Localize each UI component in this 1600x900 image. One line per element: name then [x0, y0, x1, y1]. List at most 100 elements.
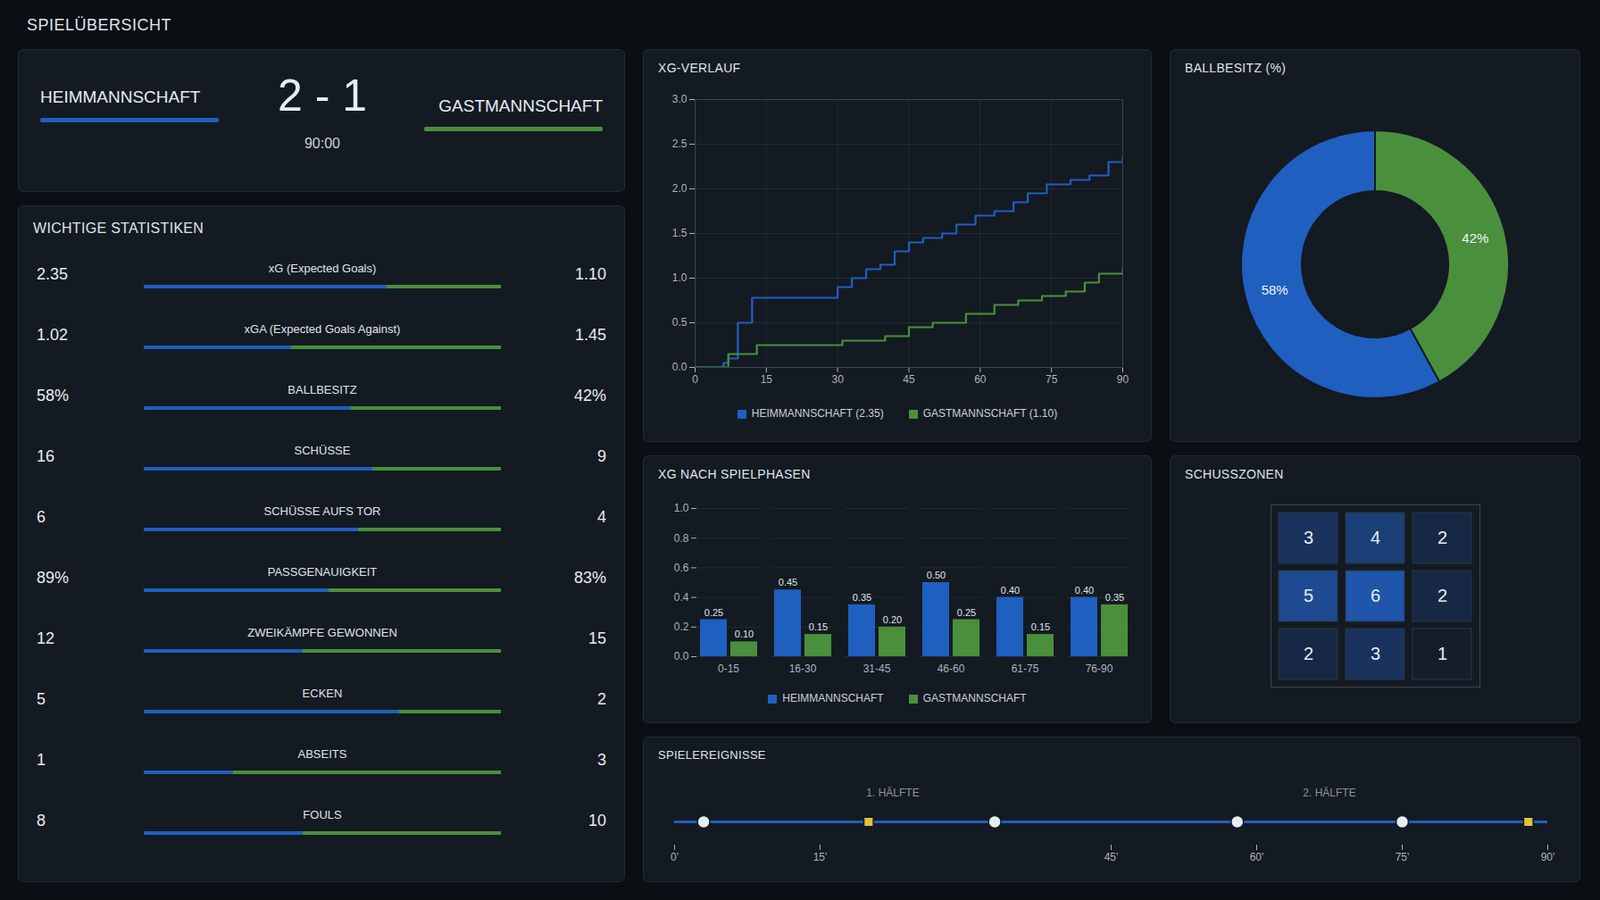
html-text:XG NACH SPIELPHASEN: XG NACH SPIELPHASEN [658, 466, 811, 482]
html-text:83%: 83% [574, 568, 607, 587]
html-text:xG (Expected Goals): xG (Expected Goals) [268, 261, 377, 275]
svg-text:0.4: 0.4 [674, 591, 690, 604]
svg-text:1. HÄLFTE: 1. HÄLFTE [866, 786, 919, 800]
svg-text:45: 45 [902, 373, 916, 386]
html-text:42%: 42% [574, 386, 607, 405]
svg-text:3.0: 3.0 [672, 92, 688, 106]
html-text:SPIELÜBERSICHT: SPIELÜBERSICHT [26, 16, 172, 34]
svg-text:2.5: 2.5 [672, 137, 688, 150]
html-text:5: 5 [36, 690, 46, 709]
html-text:SCHUSSZONEN: SCHUSSZONEN [1184, 466, 1284, 482]
svg-text:0.50: 0.50 [926, 569, 946, 581]
html-text:9: 9 [597, 447, 607, 466]
svg-text:15: 15 [760, 373, 774, 386]
html-text:GASTMANNSCHAFT (1.10): GASTMANNSCHAFT (1.10) [922, 407, 1058, 420]
svg-text:1.0: 1.0 [674, 501, 690, 515]
html-text:90:00: 90:00 [304, 135, 341, 151]
svg-text:31-45: 31-45 [863, 662, 892, 675]
html-text:GASTMANNSCHAFT: GASTMANNSCHAFT [438, 96, 603, 116]
svg-text:0-15: 0-15 [717, 662, 740, 675]
html-text:2.35: 2.35 [36, 265, 68, 284]
svg-text:2. HÄLFTE: 2. HÄLFTE [1302, 786, 1356, 800]
svg-text:0.40: 0.40 [1075, 584, 1094, 596]
svg-text:5: 5 [1303, 585, 1314, 606]
svg-text:0.20: 0.20 [883, 614, 902, 625]
svg-text:42%: 42% [1461, 230, 1489, 246]
svg-text:2.0: 2.0 [672, 182, 688, 195]
svg-text:45': 45' [1104, 850, 1119, 864]
svg-text:0.2: 0.2 [674, 620, 690, 634]
svg-text:60: 60 [974, 373, 987, 386]
svg-text:1: 1 [1437, 643, 1448, 664]
html-text:89%: 89% [36, 568, 69, 587]
html-text:1: 1 [36, 750, 46, 769]
svg-text:0: 0 [691, 373, 699, 386]
svg-text:0.25: 0.25 [704, 607, 724, 618]
svg-text:76-90: 76-90 [1085, 662, 1114, 675]
svg-text:0.40: 0.40 [1000, 584, 1020, 596]
svg-text:1.0: 1.0 [672, 271, 688, 284]
html-text:58%: 58% [36, 386, 69, 405]
svg-text:0.6: 0.6 [674, 561, 690, 575]
html-text:ECKEN: ECKEN [302, 686, 343, 700]
html-text:15: 15 [588, 629, 607, 648]
svg-text:0.0: 0.0 [672, 360, 688, 374]
svg-text:6: 6 [1370, 585, 1381, 606]
svg-text:60': 60' [1250, 850, 1265, 864]
html-text:WICHTIGE STATISTIKEN: WICHTIGE STATISTIKEN [33, 220, 204, 236]
svg-text:0.15: 0.15 [1031, 621, 1050, 633]
html-text:SCHÜSSE AUFS TOR: SCHÜSSE AUFS TOR [263, 504, 381, 518]
html-text:HEIMMANNSCHAFT: HEIMMANNSCHAFT [782, 691, 884, 705]
html-text:BALLBESITZ: BALLBESITZ [287, 383, 357, 397]
svg-text:16-30: 16-30 [789, 662, 817, 675]
svg-text:15': 15' [813, 850, 828, 864]
html-text:ZWEIKÄMPFE GEWONNEN: ZWEIKÄMPFE GEWONNEN [247, 625, 398, 640]
html-text:12: 12 [36, 629, 55, 648]
html-text:2: 2 [597, 690, 607, 709]
html-text:6: 6 [36, 508, 46, 526]
svg-text:61-75: 61-75 [1011, 662, 1040, 675]
svg-text:0.8: 0.8 [674, 532, 690, 545]
html-text:SPIELEREIGNISSE: SPIELEREIGNISSE [658, 748, 766, 762]
html-text:GASTMANNSCHAFT: GASTMANNSCHAFT [922, 691, 1027, 705]
svg-text:75': 75' [1395, 850, 1410, 864]
svg-text:1.5: 1.5 [672, 226, 688, 240]
svg-text:0': 0' [670, 850, 679, 864]
svg-text:0.35: 0.35 [1105, 591, 1125, 603]
svg-text:0.10: 0.10 [734, 628, 754, 640]
html-text:HEIMMANNSCHAFT (2.35): HEIMMANNSCHAFT (2.35) [751, 407, 884, 420]
html-text:4: 4 [597, 508, 607, 526]
html-text:10: 10 [588, 811, 607, 830]
html-text:ABSEITS: ABSEITS [297, 747, 347, 761]
svg-text:75: 75 [1045, 373, 1059, 386]
html-text:PASSGENAUIGKEIT: PASSGENAUIGKEIT [267, 565, 378, 579]
svg-text:90': 90' [1541, 850, 1556, 864]
svg-text:2: 2 [1437, 585, 1448, 606]
svg-text:0.5: 0.5 [672, 316, 688, 329]
svg-text:30: 30 [831, 373, 844, 386]
svg-text:0.15: 0.15 [808, 621, 828, 633]
html-text:HEIMMANNSCHAFT: HEIMMANNSCHAFT [40, 87, 201, 107]
svg-text:3: 3 [1370, 643, 1381, 664]
svg-text:2: 2 [1303, 643, 1314, 664]
svg-text:0.45: 0.45 [778, 576, 798, 588]
svg-text:0.25: 0.25 [957, 607, 976, 618]
html-text:2 - 1: 2 - 1 [277, 70, 367, 121]
html-text:1.45: 1.45 [575, 325, 607, 344]
html-text:FOULS: FOULS [302, 808, 342, 822]
html-text:16: 16 [36, 447, 55, 466]
svg-text:58%: 58% [1261, 282, 1289, 298]
html-text:XG-VERLAUF: XG-VERLAUF [658, 60, 741, 75]
svg-text:0.0: 0.0 [674, 650, 690, 663]
svg-text:0.35: 0.35 [852, 591, 872, 603]
html-text:1.02: 1.02 [36, 325, 68, 344]
svg-text:46-60: 46-60 [937, 662, 966, 675]
html-text:xGA (Expected Goals Against): xGA (Expected Goals Against) [244, 322, 401, 336]
svg-text:4: 4 [1370, 527, 1381, 548]
svg-text:90: 90 [1116, 373, 1130, 386]
svg-text:2: 2 [1437, 527, 1448, 548]
html-text:1.10: 1.10 [575, 265, 607, 284]
html-text:SCHÜSSE: SCHÜSSE [294, 443, 351, 458]
svg-text:3: 3 [1303, 527, 1314, 548]
html-text:BALLBESITZ (%): BALLBESITZ (%) [1184, 60, 1286, 75]
